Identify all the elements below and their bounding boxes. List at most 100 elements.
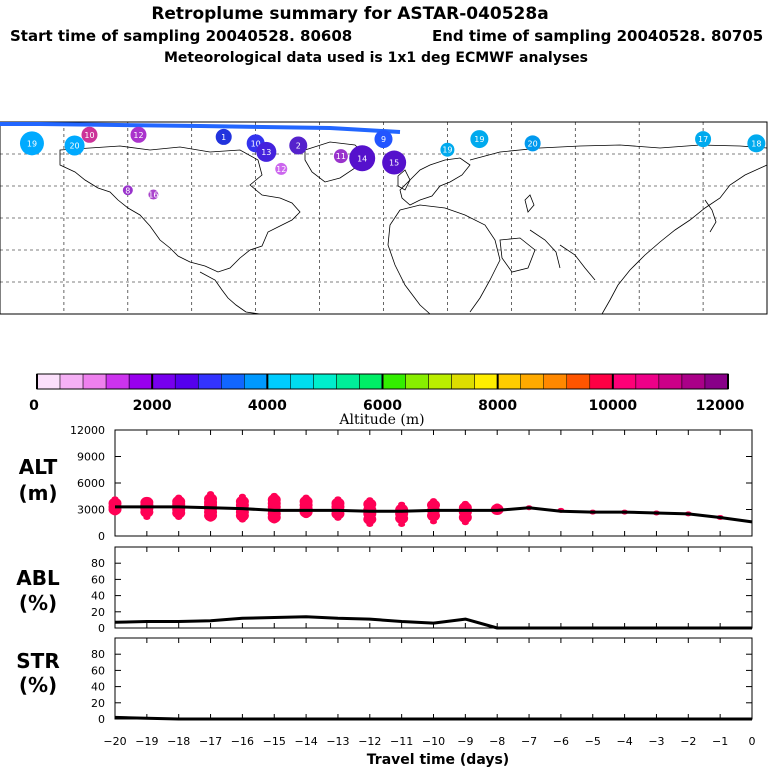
colorbar-cell [290,373,314,390]
altitude-cluster-point [140,506,154,518]
colorbar-tick-label: 4000 [248,398,287,414]
colorbar-cell [82,373,107,390]
colorbar-cell [520,373,544,390]
colorbar-cell [497,373,521,390]
plume-centroid-label: 18 [751,139,761,148]
colorbar-cell [59,373,84,390]
colorbar-cell [174,373,199,390]
start-time-label: Start time of sampling 20040528. 80608 [10,27,352,45]
x-tick-label: −4 [616,735,632,748]
y-tick-label: 6000 [77,477,105,490]
plume-centroid-marker [148,189,159,200]
colorbar-tick-label: 2000 [133,398,172,414]
x-tick-label: −3 [648,735,664,748]
altitude-cluster-point [175,514,183,520]
colorbar-cell [244,373,268,390]
x-tick-label: −7 [521,735,537,748]
plume-centroid-marker [81,126,98,143]
panel-frame [114,546,753,629]
y-tick-label: 40 [91,681,105,694]
plume-centroid-label: 20 [69,141,79,150]
x-tick-label: −19 [135,735,158,748]
colorbar-cell [313,373,337,390]
plume-centroid-marker [382,150,407,175]
x-tick-label: −14 [294,735,317,748]
colorbar-cell [267,373,291,390]
altitude-cluster-point [111,510,119,516]
altitude-cluster-point [398,522,406,528]
y-tick-label: 60 [91,573,105,586]
series-line [115,505,753,524]
x-axis-label: Travel time (days) [367,752,509,768]
plume-centroid-marker [256,141,277,162]
plume-centroid-label: 2 [296,141,301,150]
plume-centroid-marker [695,131,712,148]
alt-panel-label: ALT [19,455,58,479]
altitude-cluster-point [270,518,278,524]
colorbar-cell [336,373,360,390]
colorbar-cell [451,373,475,390]
y-tick-label: 40 [91,590,105,603]
str-panel: 0 20 40 60 80 [91,637,753,726]
panel-frame [114,637,753,720]
plume-centroid-label: 16 [148,191,158,200]
x-tick-label: −10 [422,735,445,748]
colorbar-cell [543,373,568,390]
str-panel-unit: (%) [19,673,57,697]
plume-centroid-marker [289,136,308,155]
series-line [114,715,752,721]
trajectory-streak [0,122,401,134]
plume-centroid-label: 8 [125,186,130,195]
x-tick-label: −6 [553,735,569,748]
plume-centroid-label: 9 [381,135,386,144]
colorbar-cell [566,373,591,390]
abl-panel: 0 20 40 60 80 [91,546,753,635]
colorbar-cell [474,373,498,390]
colorbar-tick-label: 10000 [588,398,637,414]
colorbar-cell [359,373,383,390]
y-tick-label: 3000 [77,504,105,517]
colorbar-cell [128,373,153,390]
abl-panel-label: ABL [16,566,60,590]
plume-centroid-marker [64,135,85,156]
colorbar-cells [36,373,729,390]
altitude-colorbar: 0 2000 4000 6000 8000 10000 12000 Altitude (m) [29,373,745,428]
altitude-cluster-point [363,513,377,525]
x-tick-label: −5 [585,735,601,748]
plume-centroid-marker [19,131,44,156]
coastlines [59,141,768,315]
plume-centroid-marker [122,185,133,196]
altitude-cluster-point [238,517,246,523]
colorbar-cell [405,373,429,390]
colorbar-cell [704,373,729,390]
plume-centroid-marker [130,126,147,143]
x-tick-label: −17 [199,735,222,748]
x-tick-label: −2 [680,735,696,748]
x-tick-label: −16 [231,735,254,748]
altitude-cluster-point [143,514,151,520]
x-tick-label: 0 [749,735,756,748]
plume-centroid-label: 1 [221,133,226,142]
plume-centroid-marker [524,135,541,152]
y-tick-label: 80 [91,557,105,570]
plume-centroid-marker [470,130,489,149]
plume-centroid-label: 14 [357,154,367,163]
altitude-cluster-point [207,516,215,522]
altitude-cluster-point [172,507,186,519]
altitude-cluster-point [366,522,374,528]
colorbar-cell [221,373,245,390]
alt-panel: 0 3000 6000 9000 12000 [70,424,753,543]
colorbar-tick-label: 6000 [363,398,402,414]
plume-centroid-label: 11 [336,152,346,161]
colorbar-cell [197,373,222,390]
altitude-cluster-point [395,512,409,524]
x-tick-label: −12 [358,735,381,748]
x-tick-label: −18 [167,735,190,748]
series-line [114,615,752,630]
plume-centroid-label: 10 [84,131,94,140]
colorbar-cell [151,373,176,390]
altitude-cluster-point [458,511,472,523]
plume-centroid-label: 20 [528,139,538,148]
plume-centroid-label: 15 [389,159,399,168]
